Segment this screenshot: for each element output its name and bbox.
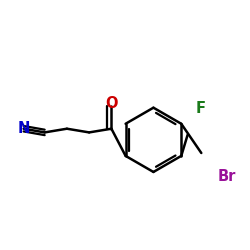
- Text: F: F: [196, 102, 205, 116]
- Text: Br: Br: [218, 170, 236, 184]
- Text: N: N: [18, 121, 30, 136]
- Text: O: O: [105, 96, 118, 112]
